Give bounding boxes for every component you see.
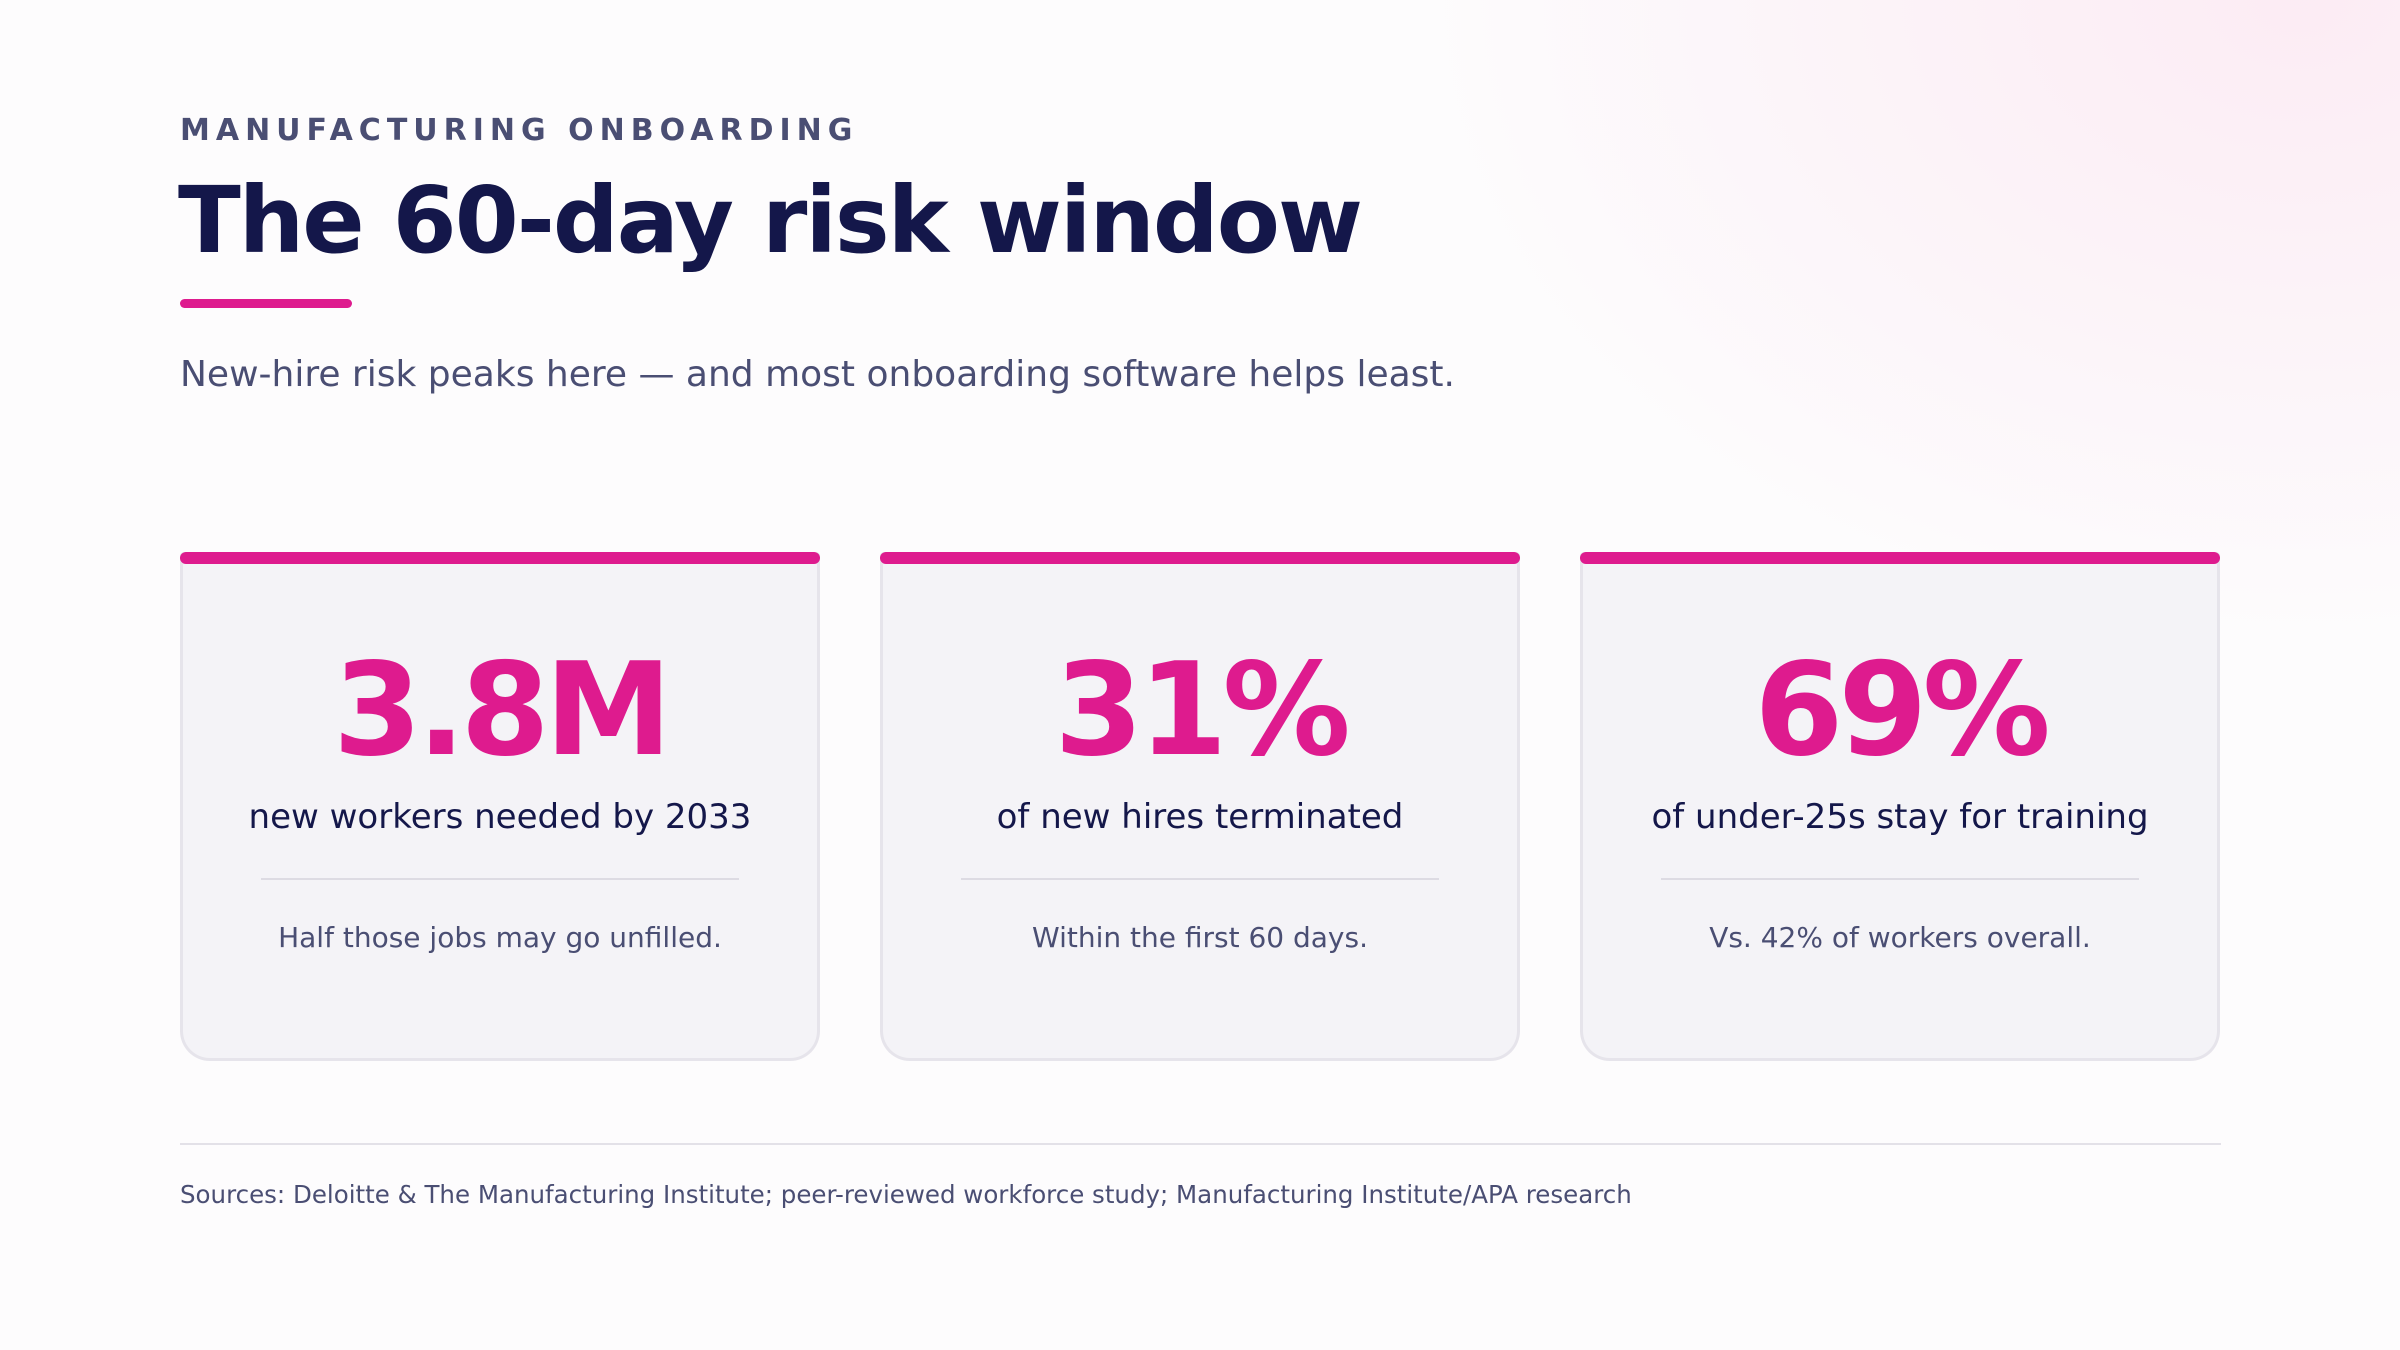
page-subtitle: New-hire risk peaks here — and most onbo… [180,354,1455,395]
stat-note: Within the first 60 days. [1032,921,1368,954]
stat-card-accent-bar [880,552,1520,564]
stat-divider [1661,878,2139,880]
page-title: The 60-day risk window [178,167,1363,274]
stat-divider [961,878,1439,880]
stat-value: 69% [1754,636,2050,785]
stat-card-workers-needed: 3.8M new workers needed by 2033 Half tho… [180,552,820,1061]
stat-value: 31% [1054,636,1350,785]
stat-value: 3.8M [332,636,672,785]
sources-footnote: Sources: Deloitte & The Manufacturing In… [180,1180,1632,1209]
stat-card-new-hires-terminated: 31% of new hires terminated Within the f… [880,552,1520,1061]
stat-label: of new hires terminated [996,797,1404,837]
stat-card-under-25s-training: 69% of under-25s stay for training Vs. 4… [1580,552,2220,1061]
stat-note: Half those jobs may go unfilled. [278,921,722,954]
stat-card-accent-bar [180,552,820,564]
footer-divider [180,1143,2221,1145]
title-accent-underline [180,299,352,308]
stat-divider [261,878,739,880]
stat-label: of under-25s stay for training [1651,797,2149,837]
eyebrow-label: MANUFACTURING ONBOARDING [180,113,859,148]
stat-label: new workers needed by 2033 [248,797,752,837]
stat-note: Vs. 42% of workers overall. [1709,921,2091,954]
stat-card-accent-bar [1580,552,2220,564]
